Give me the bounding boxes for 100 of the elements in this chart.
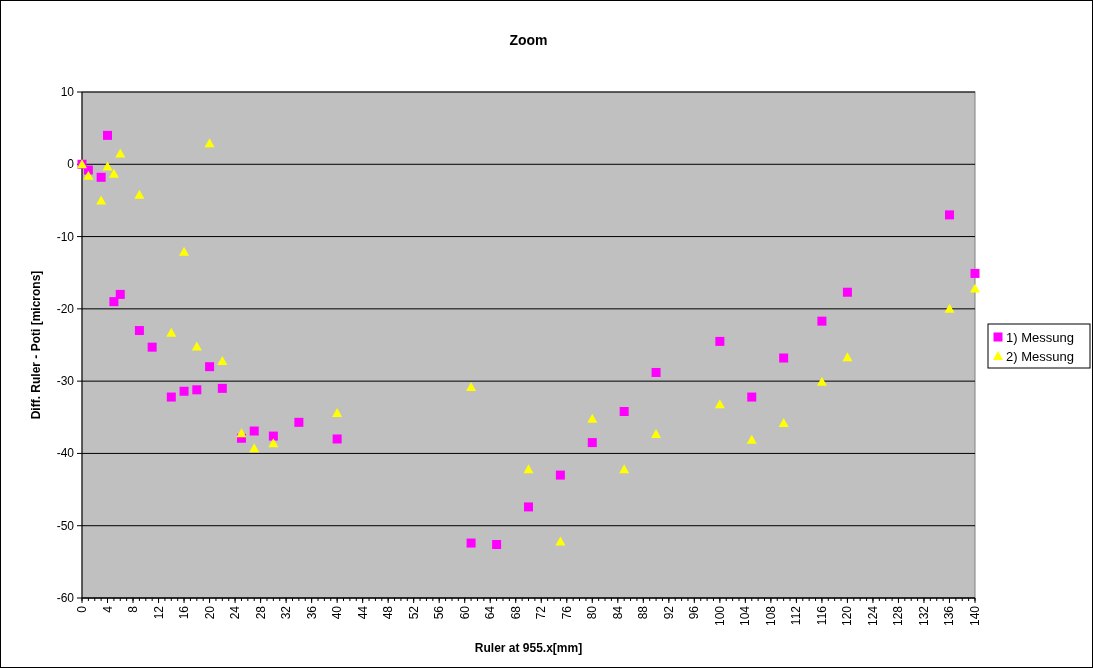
y-axis-title: Diff. Ruler - Poti [microns] <box>29 270 43 420</box>
point <box>217 383 227 393</box>
point <box>778 418 789 428</box>
x-tick-label: 104 <box>738 605 753 627</box>
x-tick-label: 120 <box>840 605 855 627</box>
point <box>466 381 477 391</box>
legend-label: 2) Messung <box>1006 349 1074 364</box>
x-tick-label: 84 <box>610 605 625 620</box>
point <box>492 540 502 550</box>
point <box>619 464 630 474</box>
point <box>524 502 533 512</box>
x-tick-label: 108 <box>763 605 778 627</box>
point <box>268 431 278 441</box>
point <box>587 413 598 423</box>
point <box>332 434 342 444</box>
point <box>587 438 597 448</box>
x-tick-label: 72 <box>534 605 549 620</box>
point <box>944 303 955 313</box>
point <box>205 362 215 372</box>
point <box>179 246 190 256</box>
point <box>134 326 144 336</box>
x-tick-label: 36 <box>304 605 319 620</box>
point <box>651 428 662 438</box>
point <box>83 170 94 180</box>
point <box>970 283 980 293</box>
point <box>249 426 259 436</box>
y-tick-label: -40 <box>56 446 75 461</box>
point <box>217 355 228 365</box>
x-tick-label: 140 <box>968 605 982 627</box>
point <box>179 386 189 396</box>
y-tick-label: -10 <box>56 229 75 244</box>
y-tick-label: 10 <box>60 85 75 99</box>
point <box>103 130 113 140</box>
point <box>108 168 119 178</box>
point <box>115 289 125 299</box>
x-tick-label: 16 <box>177 605 192 620</box>
x-tick-label: 32 <box>279 605 294 620</box>
point <box>523 464 534 474</box>
x-tick-label: 100 <box>712 605 727 627</box>
x-tick-label: 68 <box>508 605 523 620</box>
point <box>115 148 126 158</box>
point <box>970 268 980 278</box>
x-axis-title: Ruler at 955.x[mm] <box>474 641 583 655</box>
point <box>747 392 757 402</box>
point <box>134 189 145 199</box>
y-tick-label: -30 <box>56 374 75 389</box>
x-tick-label: 0 <box>75 605 89 613</box>
point <box>816 376 827 386</box>
point <box>96 172 106 182</box>
x-tick-label: 44 <box>355 605 370 620</box>
point <box>651 367 661 377</box>
point <box>191 341 202 351</box>
x-tick-label: 4 <box>100 605 115 613</box>
point <box>166 327 177 337</box>
x-tick-label: 80 <box>585 605 600 620</box>
point <box>109 297 119 307</box>
x-tick-label: 28 <box>253 605 268 620</box>
point <box>236 428 247 438</box>
point <box>466 538 476 548</box>
point <box>166 392 176 402</box>
y-tick-label: -50 <box>56 518 75 533</box>
point <box>192 385 202 395</box>
point <box>779 353 789 363</box>
x-tick-label: 124 <box>865 605 880 627</box>
x-tick-label: 64 <box>483 605 498 620</box>
x-tick-label: 136 <box>942 605 957 627</box>
x-tick-label: 128 <box>891 605 906 627</box>
x-tick-label: 48 <box>381 605 396 620</box>
y-tick-label: -20 <box>56 301 75 316</box>
x-tick-label: 132 <box>916 605 931 627</box>
x-tick-label: 88 <box>636 605 651 620</box>
point <box>817 316 827 326</box>
chart-title: Zoom <box>509 32 548 48</box>
point <box>555 470 565 480</box>
x-tick-label: 40 <box>330 605 345 620</box>
point <box>842 352 853 362</box>
x-tick-label: 8 <box>126 605 141 613</box>
point <box>268 438 279 448</box>
point <box>102 161 113 171</box>
point <box>294 417 304 427</box>
point <box>944 210 954 220</box>
point <box>715 336 725 346</box>
x-tick-label: 52 <box>406 605 421 620</box>
y-tick-label: 0 <box>67 157 75 172</box>
x-tick-label: 12 <box>151 605 166 620</box>
x-tick-label: 60 <box>457 605 472 620</box>
point <box>842 287 852 297</box>
y-tick-label: -60 <box>56 591 75 605</box>
x-tick-label: 24 <box>228 605 243 620</box>
point <box>332 407 343 417</box>
point <box>714 399 725 409</box>
x-tick-label: 96 <box>687 605 702 620</box>
point <box>204 138 215 148</box>
x-tick-label: 92 <box>661 605 676 620</box>
legend-label: 1) Messung <box>1006 330 1074 345</box>
point <box>746 434 757 444</box>
point <box>249 443 260 453</box>
x-tick-label: 76 <box>559 605 574 620</box>
x-tick-label: 56 <box>432 605 447 620</box>
point <box>555 536 566 546</box>
